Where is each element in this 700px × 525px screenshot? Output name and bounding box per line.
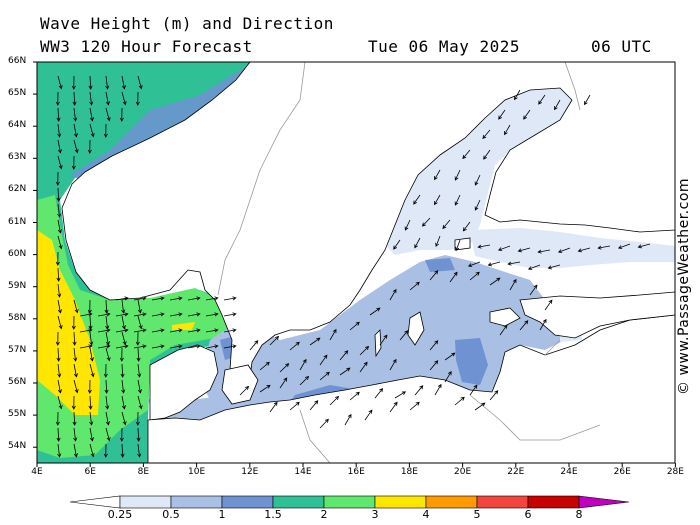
lon-label: 10E	[188, 467, 206, 477]
watermark: © www.PassageWeather.com	[676, 177, 692, 395]
lat-label: 65N	[8, 88, 27, 99]
lat-label: 66N	[8, 56, 27, 66]
colorbar-label: 1.5	[264, 508, 282, 521]
lat-label: 55N	[8, 409, 27, 420]
forecast-date: Tue 06 May 2025	[368, 37, 520, 56]
lon-label: 8E	[137, 467, 150, 477]
lon-label: 22E	[507, 467, 525, 477]
forecast-time: 06 UTC	[591, 37, 652, 56]
colorbar-swatch	[476, 495, 529, 509]
lat-label: 56N	[8, 377, 27, 387]
colorbar-swatch	[119, 495, 172, 509]
colorbar-swatch	[527, 495, 580, 509]
colorbar-swatch	[323, 495, 376, 509]
lat-label: 58N	[8, 312, 27, 323]
colorbar-swatch	[425, 495, 478, 509]
lat-label: 54N	[8, 441, 27, 452]
lon-label: 26E	[613, 467, 631, 477]
lon-label: 6E	[84, 467, 96, 477]
colorbar-label: 0.25	[107, 508, 133, 521]
lat-label: 61N	[8, 216, 27, 227]
lon-label: 24E	[560, 467, 578, 477]
map-title: Wave Height (m) and Direction	[40, 14, 334, 33]
lon-label: 14E	[294, 467, 312, 477]
lon-label: 18E	[400, 467, 418, 477]
lon-label: 28E	[666, 467, 684, 477]
lat-label: 60N	[8, 248, 27, 259]
lon-label: 20E	[454, 467, 472, 477]
direction-arrows	[55, 75, 651, 458]
model-label: WW3 120 Hour Forecast	[40, 37, 253, 56]
colorbar-label: 0.5	[162, 508, 180, 521]
lat-label: 59N	[8, 280, 27, 291]
colorbar-label: 1	[218, 508, 226, 521]
lon-label: 16E	[347, 467, 365, 477]
colorbar-swatch	[374, 495, 427, 509]
colorbar-label: 6	[524, 508, 532, 521]
colorbar-swatch	[272, 495, 325, 509]
colorbar-label: 4	[422, 508, 430, 521]
wave-colorbar	[69, 495, 630, 509]
colorbar-label: 5	[473, 508, 481, 521]
lat-label: 63N	[8, 152, 27, 163]
borders	[217, 62, 601, 463]
land	[61, 62, 675, 463]
colorbar-swatch	[170, 495, 223, 509]
colorbar-label: 8	[575, 508, 583, 521]
lat-label: 57N	[8, 344, 27, 355]
colorbar-label: 2	[320, 508, 328, 521]
lat-label: 64N	[8, 120, 27, 131]
lon-label: 4E	[31, 467, 43, 477]
lat-label: 62N	[8, 184, 27, 195]
lon-label: 12E	[241, 467, 259, 477]
colorbar-label: 3	[371, 508, 379, 521]
colorbar-swatch	[221, 495, 274, 509]
